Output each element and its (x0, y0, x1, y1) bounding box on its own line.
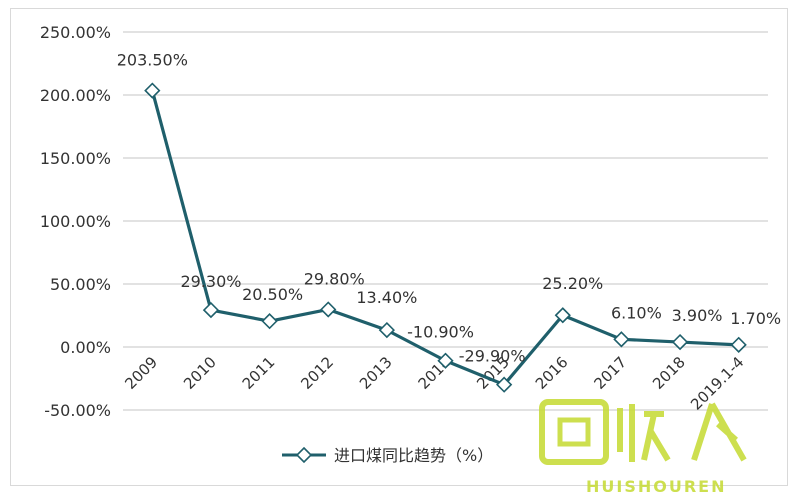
x-tick-label: 2017 (591, 353, 631, 393)
data-label: 25.20% (542, 274, 603, 293)
x-tick-label: 2018 (649, 353, 689, 393)
x-tick-label: 2019.1-4 (687, 353, 747, 413)
legend-swatch-marker (295, 446, 313, 464)
data-point-marker (261, 313, 278, 330)
data-point-marker (671, 333, 689, 351)
data-point-marker (378, 321, 395, 339)
watermark-box-icon (539, 399, 609, 465)
y-tick-label: 100.00% (40, 212, 111, 231)
data-point-marker (144, 82, 161, 99)
data-label: -10.90% (407, 323, 474, 342)
data-point-marker (730, 336, 747, 353)
x-tick-label: 2016 (532, 353, 572, 393)
y-tick-label: 200.00% (40, 86, 111, 105)
data-label: -29.90% (459, 347, 526, 366)
y-tick-label: -50.00% (44, 401, 111, 420)
data-labels: 203.50% 29.30%20.50%29.80%13.40% -10.90% -2… (117, 51, 781, 366)
legend: 进口煤同比趋势（%） (282, 446, 493, 465)
data-series (144, 82, 747, 393)
data-label: 6.10% (611, 303, 662, 322)
y-tick-label: 150.00% (40, 149, 111, 168)
data-label: 20.50% (242, 285, 303, 304)
grid-lines (123, 31, 768, 411)
data-point-marker (496, 376, 513, 393)
x-tick-label: 2012 (297, 353, 337, 393)
x-tick-label: 2010 (180, 353, 220, 393)
y-tick-label: 0.00% (60, 338, 111, 357)
data-point-marker (554, 307, 571, 324)
data-label: 13.40% (356, 288, 417, 307)
watermark-ren-icon (691, 402, 747, 462)
watermark-shou-icon (617, 404, 671, 462)
legend-label: 进口煤同比趋势（%） (334, 446, 493, 465)
x-tick-label: 2009 (121, 353, 161, 393)
y-axis: 250.00% 200.00% 150.00% 100.00% 50.00% 0.00% -… (40, 23, 111, 420)
watermark-subtext: HUISHOUREN (586, 477, 726, 496)
data-point-marker (320, 301, 337, 318)
data-point-marker (437, 352, 454, 369)
data-label: 203.50% (117, 51, 188, 70)
watermark-inner-icon (557, 417, 591, 447)
x-tick-label: 2013 (356, 353, 396, 393)
x-tick-label: 2011 (239, 353, 279, 393)
data-label: 29.30% (180, 272, 241, 291)
data-point-marker (202, 301, 220, 319)
data-point-marker (613, 331, 630, 348)
y-tick-label: 50.00% (50, 275, 111, 294)
data-label: 1.70% (730, 309, 781, 328)
y-tick-label: 250.00% (40, 23, 111, 42)
watermark-logo: HUISHOUREN (539, 399, 747, 496)
x-axis: 2009 2010 2011 2012 2013 2014 2015 2016 2017 2018… (121, 353, 747, 413)
chart-frame (10, 8, 788, 486)
data-label: 29.80% (304, 269, 365, 288)
data-label: 3.90% (672, 306, 723, 325)
